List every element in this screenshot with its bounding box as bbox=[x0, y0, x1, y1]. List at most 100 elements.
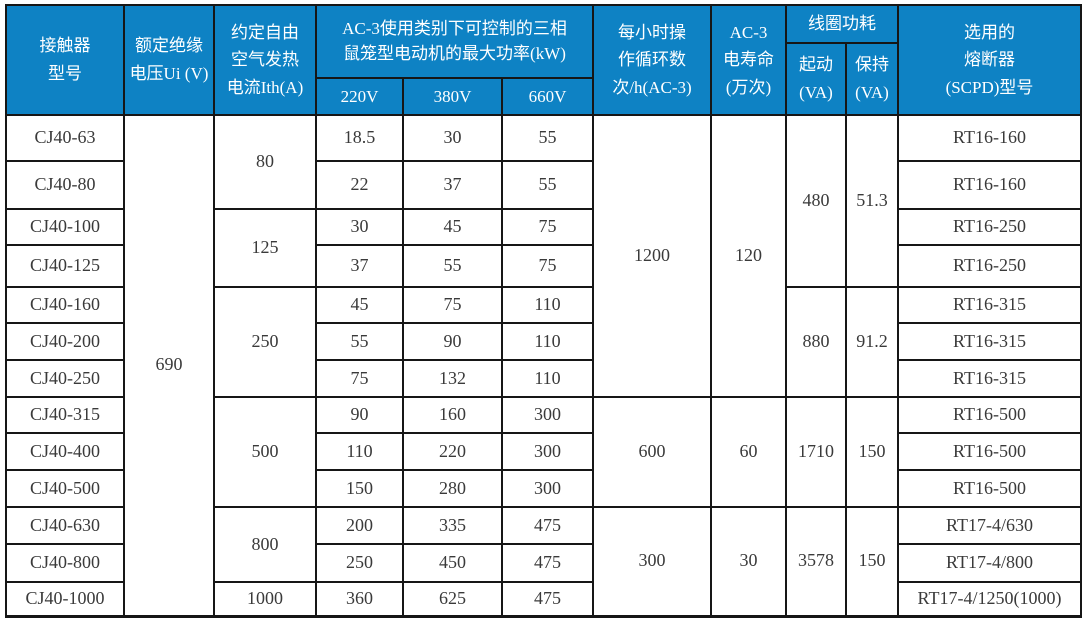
power-660-cell: 55 bbox=[501, 114, 594, 162]
header-coil-start: 起动 (VA) bbox=[785, 42, 847, 116]
power-380-cell: 625 bbox=[402, 581, 503, 617]
model-cell: CJ40-63 bbox=[5, 114, 125, 162]
contactor-spec-table: 接触器 型号 额定绝缘 电压Ui (V) 约定自由 空气发热 电流Ith(A) … bbox=[5, 4, 1082, 618]
coil-start-group-cell: 1710 bbox=[785, 396, 847, 508]
power-380-cell: 280 bbox=[402, 469, 503, 508]
power-380-cell: 220 bbox=[402, 432, 503, 471]
model-cell: CJ40-630 bbox=[5, 506, 125, 545]
header-max-power-group: AC-3使用类别下可控制的三相 鼠笼型电动机的最大功率(kW) bbox=[315, 4, 594, 79]
header-model: 接触器 型号 bbox=[5, 4, 125, 116]
coil-start-group-cell: 880 bbox=[785, 286, 847, 398]
power-220-cell: 45 bbox=[315, 286, 404, 324]
fuse-cell: RT17-4/800 bbox=[897, 543, 1082, 583]
table-row: CJ40-80 22 37 55 RT16-160 bbox=[5, 160, 1082, 210]
ops-group-cell: 300 bbox=[592, 506, 712, 617]
table-row: CJ40-125 37 55 75 RT16-250 bbox=[5, 244, 1082, 288]
power-660-cell: 110 bbox=[501, 322, 594, 361]
power-220-cell: 200 bbox=[315, 506, 404, 545]
ith-group-cell: 1000 bbox=[213, 581, 317, 617]
fuse-cell: RT17-4/630 bbox=[897, 506, 1082, 545]
power-380-cell: 132 bbox=[402, 359, 503, 398]
ith-group-cell: 800 bbox=[213, 506, 317, 583]
power-380-cell: 37 bbox=[402, 160, 503, 210]
header-coil-hold: 保持 (VA) bbox=[845, 42, 899, 116]
power-220-cell: 250 bbox=[315, 543, 404, 583]
header-electrical-life: AC-3 电寿命 (万次) bbox=[710, 4, 787, 116]
power-660-cell: 475 bbox=[501, 506, 594, 545]
power-380-cell: 75 bbox=[402, 286, 503, 324]
power-660-cell: 75 bbox=[501, 208, 594, 246]
power-220-cell: 18.5 bbox=[315, 114, 404, 162]
power-660-cell: 300 bbox=[501, 469, 594, 508]
table-row: CJ40-630 800 200 335 475 300 30 3578 150… bbox=[5, 506, 1082, 617]
table-row: CJ40-200 55 90 110 RT16-315 bbox=[5, 322, 1082, 361]
fuse-cell: RT16-160 bbox=[897, 114, 1082, 162]
fuse-cell: RT16-315 bbox=[897, 286, 1082, 324]
ith-group-cell: 250 bbox=[213, 286, 317, 398]
fuse-cell: RT16-160 bbox=[897, 160, 1082, 210]
power-660-cell: 110 bbox=[501, 359, 594, 398]
power-380-cell: 160 bbox=[402, 396, 503, 434]
model-cell: CJ40-1000 bbox=[5, 581, 125, 617]
model-cell: CJ40-250 bbox=[5, 359, 125, 398]
coil-hold-group-cell: 150 bbox=[845, 506, 899, 617]
header-row-1: 接触器 型号 额定绝缘 电压Ui (V) 约定自由 空气发热 电流Ith(A) … bbox=[5, 4, 1082, 116]
coil-start-group-cell: 3578 bbox=[785, 506, 847, 617]
power-660-cell: 300 bbox=[501, 396, 594, 434]
fuse-cell: RT16-315 bbox=[897, 322, 1082, 361]
fuse-cell: RT16-500 bbox=[897, 432, 1082, 471]
ith-group-cell: 500 bbox=[213, 396, 317, 508]
header-thermal-current: 约定自由 空气发热 电流Ith(A) bbox=[213, 4, 317, 116]
power-220-cell: 110 bbox=[315, 432, 404, 471]
power-380-cell: 55 bbox=[402, 244, 503, 288]
model-cell: CJ40-500 bbox=[5, 469, 125, 508]
power-220-cell: 75 bbox=[315, 359, 404, 398]
table-header: 接触器 型号 额定绝缘 电压Ui (V) 约定自由 空气发热 电流Ith(A) … bbox=[5, 4, 1082, 116]
fuse-cell: RT16-250 bbox=[897, 244, 1082, 288]
header-220v: 220V bbox=[315, 77, 404, 116]
coil-hold-group-cell: 150 bbox=[845, 396, 899, 508]
table-row: CJ40-63 690 80 18.5 30 55 1200 120 480 5… bbox=[5, 114, 1082, 617]
model-cell: CJ40-200 bbox=[5, 322, 125, 361]
table-row: CJ40-315 500 90 160 300 600 60 1710 150 … bbox=[5, 396, 1082, 508]
power-220-cell: 150 bbox=[315, 469, 404, 508]
model-cell: CJ40-800 bbox=[5, 543, 125, 583]
power-220-cell: 360 bbox=[315, 581, 404, 617]
ui-voltage-cell: 690 bbox=[123, 114, 215, 617]
power-220-cell: 37 bbox=[315, 244, 404, 288]
life-group-cell: 30 bbox=[710, 506, 787, 617]
header-coil-power-group: 线圈功耗 bbox=[785, 4, 899, 44]
power-380-cell: 45 bbox=[402, 208, 503, 246]
table-row: CJ40-400 110 220 300 RT16-500 bbox=[5, 432, 1082, 471]
table-row: CJ40-500 150 280 300 RT16-500 bbox=[5, 469, 1082, 508]
table-row: CJ40-800 250 450 475 RT17-4/800 bbox=[5, 543, 1082, 583]
header-660v: 660V bbox=[501, 77, 594, 116]
life-group-cell: 120 bbox=[710, 114, 787, 398]
header-insulation-voltage: 额定绝缘 电压Ui (V) bbox=[123, 4, 215, 116]
fuse-cell: RT16-500 bbox=[897, 396, 1082, 434]
table-row: CJ40-250 75 132 110 RT16-315 bbox=[5, 359, 1082, 398]
model-cell: CJ40-400 bbox=[5, 432, 125, 471]
table-body: CJ40-63 690 80 18.5 30 55 1200 120 480 5… bbox=[5, 114, 1082, 617]
header-row-3: 220V 380V 660V bbox=[6, 77, 1081, 116]
header-row-2: 起动 (VA) 保持 (VA) bbox=[6, 42, 1081, 116]
header-fuse: 选用的 熔断器 (SCPD)型号 bbox=[897, 4, 1082, 116]
life-group-cell: 60 bbox=[710, 396, 787, 508]
power-220-cell: 55 bbox=[315, 322, 404, 361]
model-cell: CJ40-315 bbox=[5, 396, 125, 434]
table-row: CJ40-100 125 30 45 75 RT16-250 bbox=[5, 208, 1082, 288]
model-cell: CJ40-160 bbox=[5, 286, 125, 324]
fuse-cell: RT16-250 bbox=[897, 208, 1082, 246]
power-380-cell: 450 bbox=[402, 543, 503, 583]
power-220-cell: 90 bbox=[315, 396, 404, 434]
model-cell: CJ40-80 bbox=[5, 160, 125, 210]
table-row: CJ40-1000 1000 360 625 475 RT17-4/1250(1… bbox=[5, 581, 1082, 617]
power-380-cell: 30 bbox=[402, 114, 503, 162]
fuse-cell: RT16-315 bbox=[897, 359, 1082, 398]
power-220-cell: 30 bbox=[315, 208, 404, 246]
power-660-cell: 110 bbox=[501, 286, 594, 324]
power-220-cell: 22 bbox=[315, 160, 404, 210]
header-ops-per-hour: 每小时操 作循环数 次/h(AC-3) bbox=[592, 4, 712, 116]
coil-hold-group-cell: 91.2 bbox=[845, 286, 899, 398]
